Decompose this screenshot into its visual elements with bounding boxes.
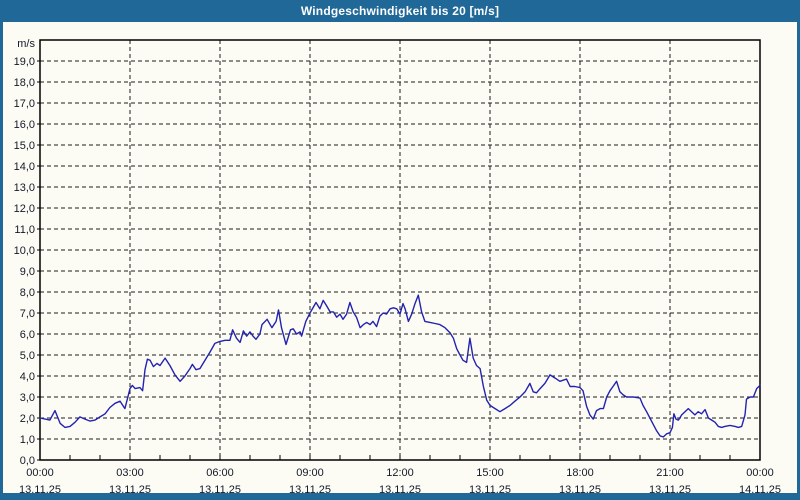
y-tick-label: 12,0 xyxy=(14,203,35,215)
x-tick-time-label: 15:00 xyxy=(476,467,504,479)
x-tick-date-label: 13.11.25 xyxy=(199,484,241,493)
x-tick-time-label: 00:00 xyxy=(26,467,54,479)
x-tick-time-label: 12:00 xyxy=(386,467,414,479)
x-tick-time-label: 00:00 xyxy=(746,467,774,479)
frame-border-left xyxy=(0,22,3,500)
wind-speed-chart: 0,0 1,0 2,0 3,0 4,0 5,0 6,0 7,0 8,0 9,0 10,0 11,0 12… xyxy=(14,38,781,493)
plot-border xyxy=(39,39,761,461)
y-tick-label: 8,0 xyxy=(20,287,35,299)
x-tick-time-label: 09:00 xyxy=(296,467,324,479)
y-tick-label: 1,0 xyxy=(20,434,35,446)
y-tick-label: 11,0 xyxy=(14,224,35,236)
y-axis-unit-label: m/s xyxy=(17,38,35,50)
frame-border-bottom xyxy=(0,493,800,500)
x-tick-time-label: 06:00 xyxy=(206,467,234,479)
x-tick-date-label: 14.11.25 xyxy=(739,484,781,493)
y-tick-label: 10,0 xyxy=(14,245,35,257)
y-tick-label: 18,0 xyxy=(14,77,35,89)
x-tick-date-label: 13.11.25 xyxy=(289,484,331,493)
y-tick-label: 0,0 xyxy=(20,455,35,467)
y-tick-label: 4,0 xyxy=(20,371,35,383)
x-tick-date-label: 13.11.25 xyxy=(559,484,601,493)
y-tick-label: 9,0 xyxy=(20,266,35,278)
y-tick-label: 13,0 xyxy=(14,182,35,194)
window-title: Windgeschwindigkeit bis 20 [m/s] xyxy=(300,4,500,18)
x-tick-date-label: 13.11.25 xyxy=(109,484,151,493)
y-tick-label: 2,0 xyxy=(20,413,35,425)
x-tick-time-label: 21:00 xyxy=(656,467,684,479)
y-tick-label: 6,0 xyxy=(20,329,35,341)
y-tick-label: 3,0 xyxy=(20,392,35,404)
wind-speed-line xyxy=(39,294,761,438)
frame-border-right xyxy=(797,22,800,500)
x-tick-time-label: 18:00 xyxy=(566,467,594,479)
y-tick-label: 17,0 xyxy=(14,98,35,110)
y-tick-label: 15,0 xyxy=(14,140,35,152)
x-tick-date-label: 13.11.25 xyxy=(379,484,421,493)
y-tick-label: 7,0 xyxy=(20,308,35,320)
y-tick-label: 14,0 xyxy=(14,161,35,173)
x-tick-date-label: 13.11.25 xyxy=(19,484,61,493)
x-tick-date-label: 13.11.25 xyxy=(649,484,691,493)
x-tick-date-label: 13.11.25 xyxy=(469,484,511,493)
y-tick-label: 16,0 xyxy=(14,119,35,131)
x-tick-time-label: 03:00 xyxy=(116,467,144,479)
y-tick-label: 5,0 xyxy=(20,350,35,362)
window-title-bar: Windgeschwindigkeit bis 20 [m/s] xyxy=(0,0,800,22)
y-tick-label: 19,0 xyxy=(14,56,35,68)
